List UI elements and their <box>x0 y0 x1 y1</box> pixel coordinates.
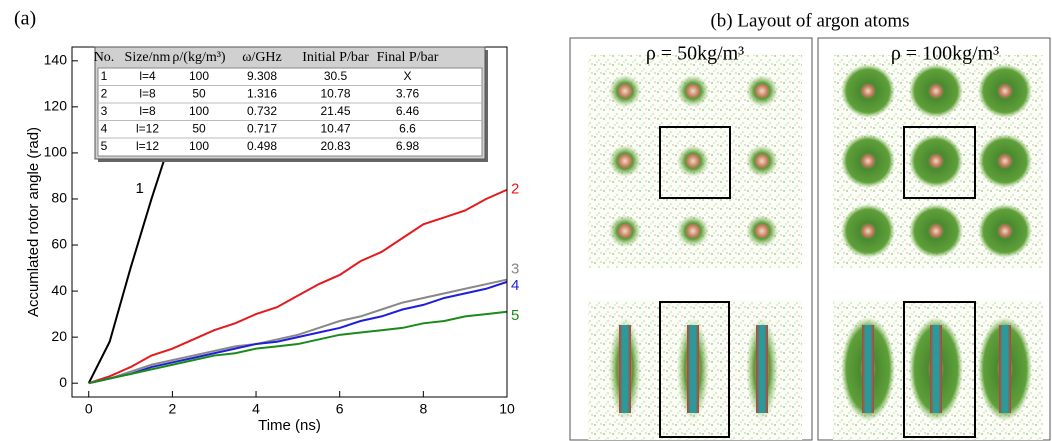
table-cell: X <box>403 69 411 83</box>
table-cell: 2 <box>101 86 108 100</box>
table-cell: l=8 <box>139 104 156 118</box>
rotor <box>687 325 699 413</box>
atom-cluster <box>677 145 709 177</box>
table-cell: 6.6 <box>399 121 416 135</box>
table-cell: l=4 <box>139 69 156 83</box>
x-tick-label: 6 <box>336 401 344 417</box>
x-tick-label: 10 <box>499 401 515 417</box>
series-label: 2 <box>511 181 519 198</box>
panel-b-title: (b) Layout of argon atoms <box>710 10 909 31</box>
table-cell: 3.76 <box>396 86 420 100</box>
atom-cluster <box>677 75 709 107</box>
table-cell: 1 <box>101 69 108 83</box>
y-tick-label: 100 <box>44 144 68 160</box>
atom-cluster <box>909 134 963 188</box>
series-label: 5 <box>511 307 519 324</box>
table-cell: 0.732 <box>247 104 277 118</box>
y-tick-label: 20 <box>51 328 67 344</box>
atom-cluster <box>909 64 963 118</box>
table-cell: 50 <box>192 86 206 100</box>
density-label: ρ = 50kg/m³ <box>646 43 744 65</box>
atom-cluster <box>746 215 778 247</box>
x-tick-label: 2 <box>168 401 176 417</box>
table-cell: 9.308 <box>247 69 277 83</box>
atom-cluster <box>609 75 641 107</box>
table-cell: l=12 <box>136 139 159 153</box>
rotor <box>999 325 1011 413</box>
unit-cell <box>903 126 976 199</box>
rotor <box>862 325 874 413</box>
series-line <box>87 134 174 384</box>
table-cell: 21.45 <box>320 104 350 118</box>
atom-cluster <box>746 145 778 177</box>
table-header: Final P/bar <box>377 50 439 65</box>
table-cell: 5 <box>101 139 108 153</box>
atom-cluster <box>609 215 641 247</box>
table-cell: 50 <box>192 121 206 135</box>
y-tick-label: 80 <box>51 190 67 206</box>
table-cell: 30.5 <box>324 69 348 83</box>
panel-b: (b) Layout of argon atoms ρ = 50kg/m³ ρ … <box>569 10 1051 441</box>
table-body <box>97 67 483 157</box>
atom-cluster <box>746 75 778 107</box>
table-cell: 100 <box>189 104 209 118</box>
x-tick-label: 0 <box>85 401 93 417</box>
table-header: Size/nm <box>125 50 171 65</box>
y-tick-label: 60 <box>51 236 67 252</box>
table-cell: 100 <box>189 139 209 153</box>
atom-cluster <box>841 134 895 188</box>
panel-label: (a) <box>14 8 36 30</box>
y-tick-label: 120 <box>44 98 68 114</box>
table-cell: 0.498 <box>247 139 277 153</box>
atom-cluster <box>978 204 1032 258</box>
unit-cell <box>903 301 976 438</box>
atom-cluster <box>841 64 895 118</box>
y-axis-label: Accumlated rotor angle (rad) <box>25 127 42 317</box>
table-header: ρ/(kg/m³) <box>172 50 226 65</box>
series-line <box>88 310 508 385</box>
x-axis-label: Time (ns) <box>258 417 321 434</box>
chart-a: (a) Time (ns) Accumlated rotor angle (rad)… <box>14 8 519 434</box>
table-cell: 3 <box>101 104 108 118</box>
table-cell: 1.316 <box>247 86 277 100</box>
series-label: 1 <box>135 180 143 197</box>
atom-cluster <box>677 215 709 247</box>
table-cell: 10.78 <box>320 86 350 100</box>
atom-cluster <box>978 134 1032 188</box>
unit-cell <box>659 126 731 199</box>
series-line <box>88 278 508 385</box>
atom-cluster <box>609 145 641 177</box>
y-tick-label: 40 <box>51 282 67 298</box>
rotor <box>619 325 631 413</box>
table-cell: 6.98 <box>396 139 420 153</box>
series-label: 3 <box>511 261 519 278</box>
rotor <box>930 325 942 413</box>
series-line <box>88 188 508 385</box>
table-cell: l=8 <box>139 86 156 100</box>
atom-cluster <box>841 204 895 258</box>
table-header: ω/GHz <box>242 50 282 65</box>
x-tick-label: 8 <box>419 401 427 417</box>
table-cell: l=12 <box>136 121 159 135</box>
table-cell: 20.83 <box>320 139 350 153</box>
table-cell: 0.717 <box>247 121 277 135</box>
density-label: ρ = 100kg/m³ <box>891 43 999 65</box>
table-cell: 10.47 <box>320 121 350 135</box>
x-tick-label: 4 <box>252 401 260 417</box>
rotor <box>756 325 768 413</box>
table-cell: 4 <box>101 121 108 135</box>
series-line <box>88 280 508 385</box>
atom-cluster <box>909 204 963 258</box>
y-tick-label: 0 <box>59 374 67 390</box>
table-header: Initial P/bar <box>302 50 369 65</box>
unit-cell <box>659 301 730 438</box>
table-cell: 100 <box>189 69 209 83</box>
series-label: 4 <box>511 277 519 294</box>
atom-cluster <box>978 64 1032 118</box>
table-header: No. <box>94 50 115 65</box>
y-tick-label: 140 <box>44 52 68 68</box>
table-cell: 6.46 <box>396 104 420 118</box>
